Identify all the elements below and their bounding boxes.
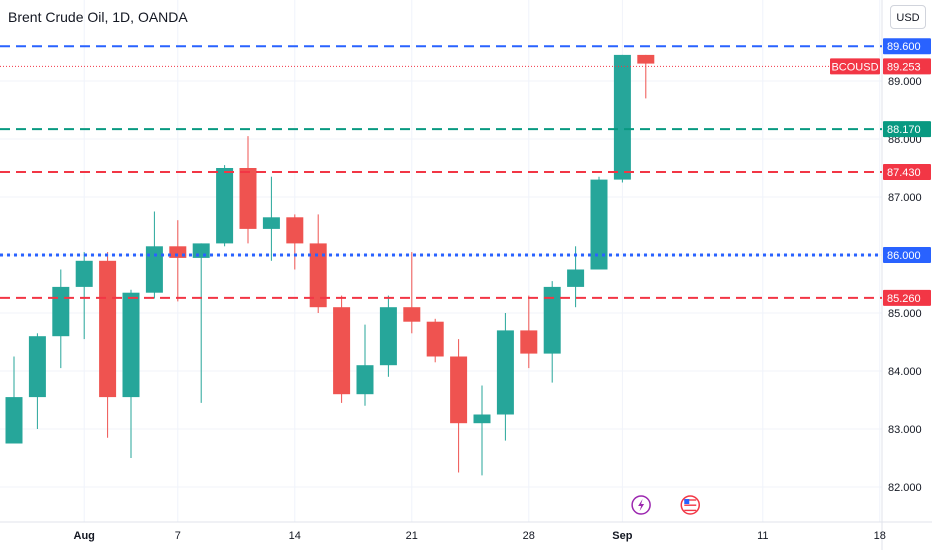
level-price-label: 87.430 [887, 167, 921, 179]
symbol-tag-label: BCOUSD [831, 61, 878, 73]
time-tick-label: 14 [289, 530, 301, 542]
candle-up[interactable] [356, 365, 374, 395]
candle-up[interactable] [192, 243, 210, 258]
candle-up[interactable] [145, 246, 163, 293]
price-tick-label: 82.000 [888, 482, 922, 494]
candle-down[interactable] [333, 307, 351, 395]
time-tick-label: 11 [757, 530, 768, 542]
candle-down[interactable] [309, 243, 327, 308]
candle-down[interactable] [169, 246, 187, 258]
currency-button[interactable]: USD [890, 5, 926, 29]
time-tick-label: Sep [612, 530, 632, 542]
time-tick-label: 28 [523, 530, 535, 542]
price-tick-label: 84.000 [888, 366, 922, 378]
level-price-tag [883, 247, 931, 263]
flag-canton [684, 499, 690, 504]
level-price-tag [883, 164, 931, 181]
candle-up[interactable] [75, 260, 93, 287]
candle-up[interactable] [567, 269, 585, 287]
level-price-label: 88.170 [887, 124, 921, 136]
candle-down[interactable] [520, 330, 538, 354]
candle-up[interactable] [5, 397, 23, 444]
candle-up[interactable] [473, 414, 491, 424]
level-price-tag [883, 121, 931, 138]
level-price-label: 85.260 [887, 293, 921, 305]
price-tick-label: 89.000 [888, 76, 922, 88]
candle-down[interactable] [637, 54, 655, 64]
candle-up[interactable] [52, 286, 70, 337]
candle-up[interactable] [590, 179, 608, 270]
price-tick-label: 83.000 [888, 424, 922, 436]
candle-up[interactable] [543, 286, 561, 354]
lightning-icon [638, 499, 645, 511]
symbol-tag [830, 58, 880, 75]
chart-title: Brent Crude Oil, 1D, OANDA [8, 9, 188, 25]
price-tick-label: 87.000 [888, 192, 922, 204]
candle-down[interactable] [426, 321, 444, 357]
candle-down[interactable] [239, 168, 257, 229]
level-price-tag [883, 289, 931, 306]
price-tick-label: 85.000 [888, 308, 922, 320]
candle-down[interactable] [403, 307, 421, 322]
level-price-label: 89.600 [887, 41, 921, 53]
time-tick-label: Aug [74, 530, 95, 542]
level-price-label: 86.000 [887, 250, 921, 262]
candle-up[interactable] [496, 330, 514, 415]
candle-up[interactable] [28, 336, 46, 398]
candle-up[interactable] [379, 307, 397, 366]
level-price-label: 89.253 [887, 61, 921, 73]
candle-down[interactable] [450, 356, 468, 424]
level-price-tag [883, 58, 931, 75]
time-tick-label: 7 [175, 530, 181, 542]
candle-up[interactable] [613, 54, 631, 180]
candle-up[interactable] [122, 292, 140, 398]
candle-up[interactable] [216, 168, 234, 244]
candle-down[interactable] [99, 260, 117, 398]
time-tick-label: 21 [406, 530, 418, 542]
time-tick-label: 18 [874, 530, 886, 542]
level-price-tag [883, 38, 931, 55]
candle-up[interactable] [262, 217, 280, 229]
candle-down[interactable] [286, 217, 304, 244]
